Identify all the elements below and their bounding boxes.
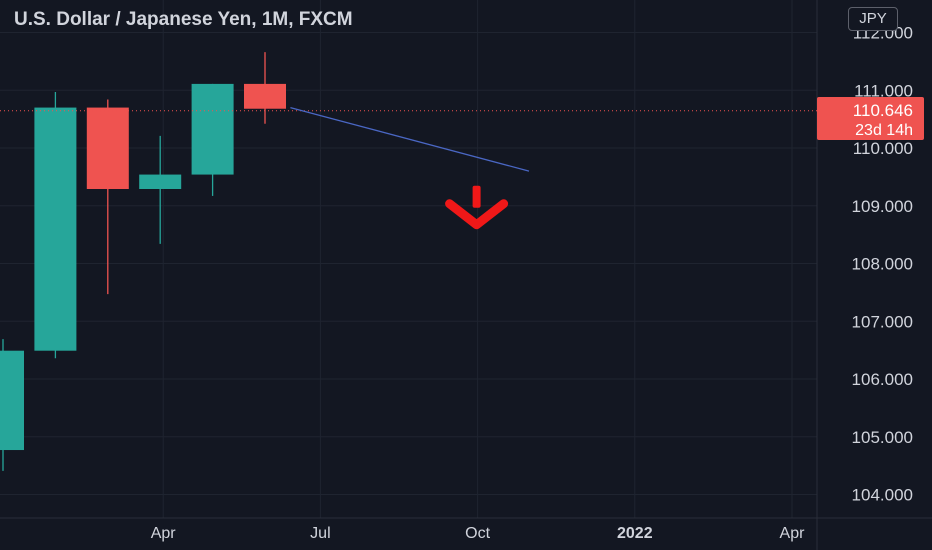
y-tick-label: 108.000 (852, 255, 913, 274)
candle[interactable] (0, 339, 24, 471)
down-arrow-head (445, 199, 509, 230)
candle-body[interactable] (0, 350, 24, 451)
x-axis: Apr Jul Oct 2022 Apr (151, 525, 805, 542)
y-tick-label: 105.000 (852, 428, 913, 447)
candle[interactable] (86, 99, 129, 295)
bar-countdown: 23d 14h (855, 122, 913, 139)
y-tick-label: 111.000 (854, 81, 913, 100)
trendline[interactable] (290, 106, 530, 172)
y-tick-label: 104.000 (852, 486, 913, 505)
down-arrow-icon[interactable] (445, 185, 509, 230)
y-tick-label: 109.000 (852, 197, 913, 216)
down-arrow-shaft (472, 185, 481, 208)
y-tick-label: 110.000 (853, 139, 913, 158)
candles[interactable] (0, 52, 286, 471)
candle[interactable] (139, 135, 182, 244)
candle[interactable] (34, 91, 77, 359)
chart-title: U.S. Dollar / Japanese Yen, 1M, FXCM (14, 9, 353, 30)
x-tick-label: Apr (151, 525, 177, 542)
candle-body[interactable] (191, 83, 234, 175)
x-tick-label: 2022 (617, 525, 653, 542)
x-tick-label: Oct (465, 525, 490, 542)
y-tick-label: 107.000 (852, 312, 913, 331)
candle[interactable] (244, 52, 286, 124)
candle-body[interactable] (86, 107, 129, 190)
current-price-box (817, 97, 924, 140)
x-tick-label: Jul (310, 525, 330, 542)
candle-body[interactable] (34, 107, 77, 351)
y-tick-label: 106.000 (852, 370, 913, 389)
current-price-value: 110.646 (853, 101, 913, 120)
currency-button[interactable]: JPY (848, 7, 898, 31)
current-price-label[interactable]: 110.646 23d 14h (817, 97, 924, 140)
candle[interactable] (191, 83, 234, 196)
drawings[interactable] (0, 106, 817, 230)
candle-body[interactable] (139, 174, 182, 190)
candle-body[interactable] (244, 83, 286, 109)
x-tick-label: Apr (780, 525, 806, 542)
price-axis[interactable]: 104.000 105.000 106.000 107.000 108.000 109.0… (817, 24, 924, 505)
